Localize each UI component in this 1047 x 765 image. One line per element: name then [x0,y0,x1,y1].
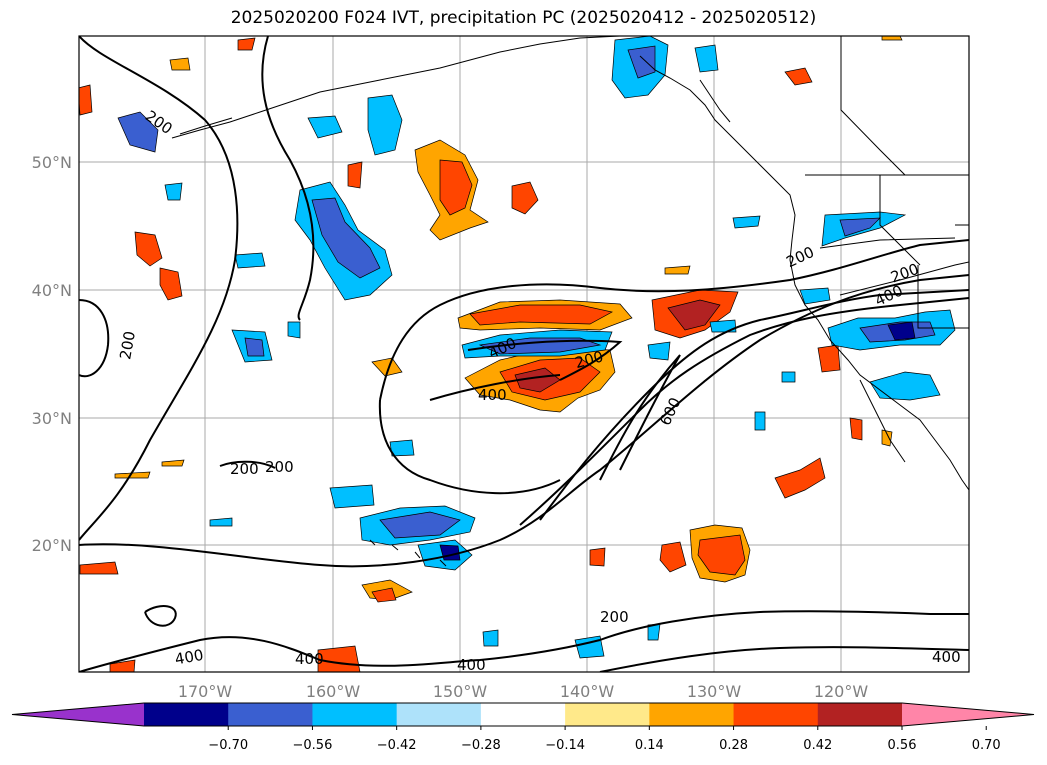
colorbar-swatch [480,703,566,726]
colorbar-swatch [817,703,903,726]
colorbar-tick-label: 0.42 [803,738,832,753]
lat-label: 40°N [32,281,72,300]
lon-label: 170°W [178,682,233,701]
colorbar-tick-label: −0.70 [208,738,248,753]
colorbar-extend-low [12,703,144,726]
colorbar-swatch [565,703,650,726]
lat-label: 20°N [32,536,72,555]
lon-label: 140°W [560,682,615,701]
colorbar-swatch [312,703,398,726]
latitude-labels: 50°N 40°N 30°N 20°N [32,153,72,555]
colorbar-tick-label: 0.56 [888,738,917,753]
map-title: 2025020200 F024 IVT, precipitation PC (2… [230,8,817,28]
colorbar-swatch [649,703,735,726]
coastlines [171,36,969,567]
contour-label: 400 [478,386,507,404]
colorbar-swatch [228,703,313,726]
colorbar: −0.70 −0.56 −0.42 −0.28 −0.14 0.14 0.28 0.42 0.5… [11,702,1035,753]
colorbar-tick-label: −0.56 [293,738,333,753]
contour-label: 400 [457,656,486,674]
contour-label: 400 [295,650,324,668]
colorbar-outline [11,702,1035,727]
contour-label: 200 [265,458,294,476]
colorbar-tick-label: 0.28 [719,738,748,753]
colorbar-tick-label: −0.28 [461,738,501,753]
colorbar-extend-high [902,703,1034,726]
contour-label: 200 [116,330,139,361]
contour-label: 400 [932,648,961,666]
lon-label: 150°W [433,682,488,701]
lon-label: 130°W [687,682,742,701]
colorbar-swatch [733,703,819,726]
colorbar-swatch [396,703,482,726]
contour-label: 400 [173,646,204,669]
map-frame [78,35,970,673]
contour-label: 200 [230,460,259,478]
colorbar-tick-label: 0.14 [635,738,664,753]
colorbar-tick-label: 0.70 [972,738,1001,753]
colorbar-tick-label: −0.42 [377,738,417,753]
precip-positive-anomalies [79,36,903,672]
lon-label: 160°W [306,682,361,701]
lat-label: 30°N [32,409,72,428]
lon-label: 120°W [814,682,869,701]
lat-label: 50°N [32,153,72,172]
colorbar-tick-label: −0.14 [545,738,585,753]
longitude-labels: 170°W 160°W 150°W 140°W 130°W 120°W [178,682,869,701]
precip-negative-anomalies [117,36,956,659]
ivt-contours [79,36,969,672]
contour-label: 200 [600,608,629,626]
colorbar-swatch [144,703,229,726]
